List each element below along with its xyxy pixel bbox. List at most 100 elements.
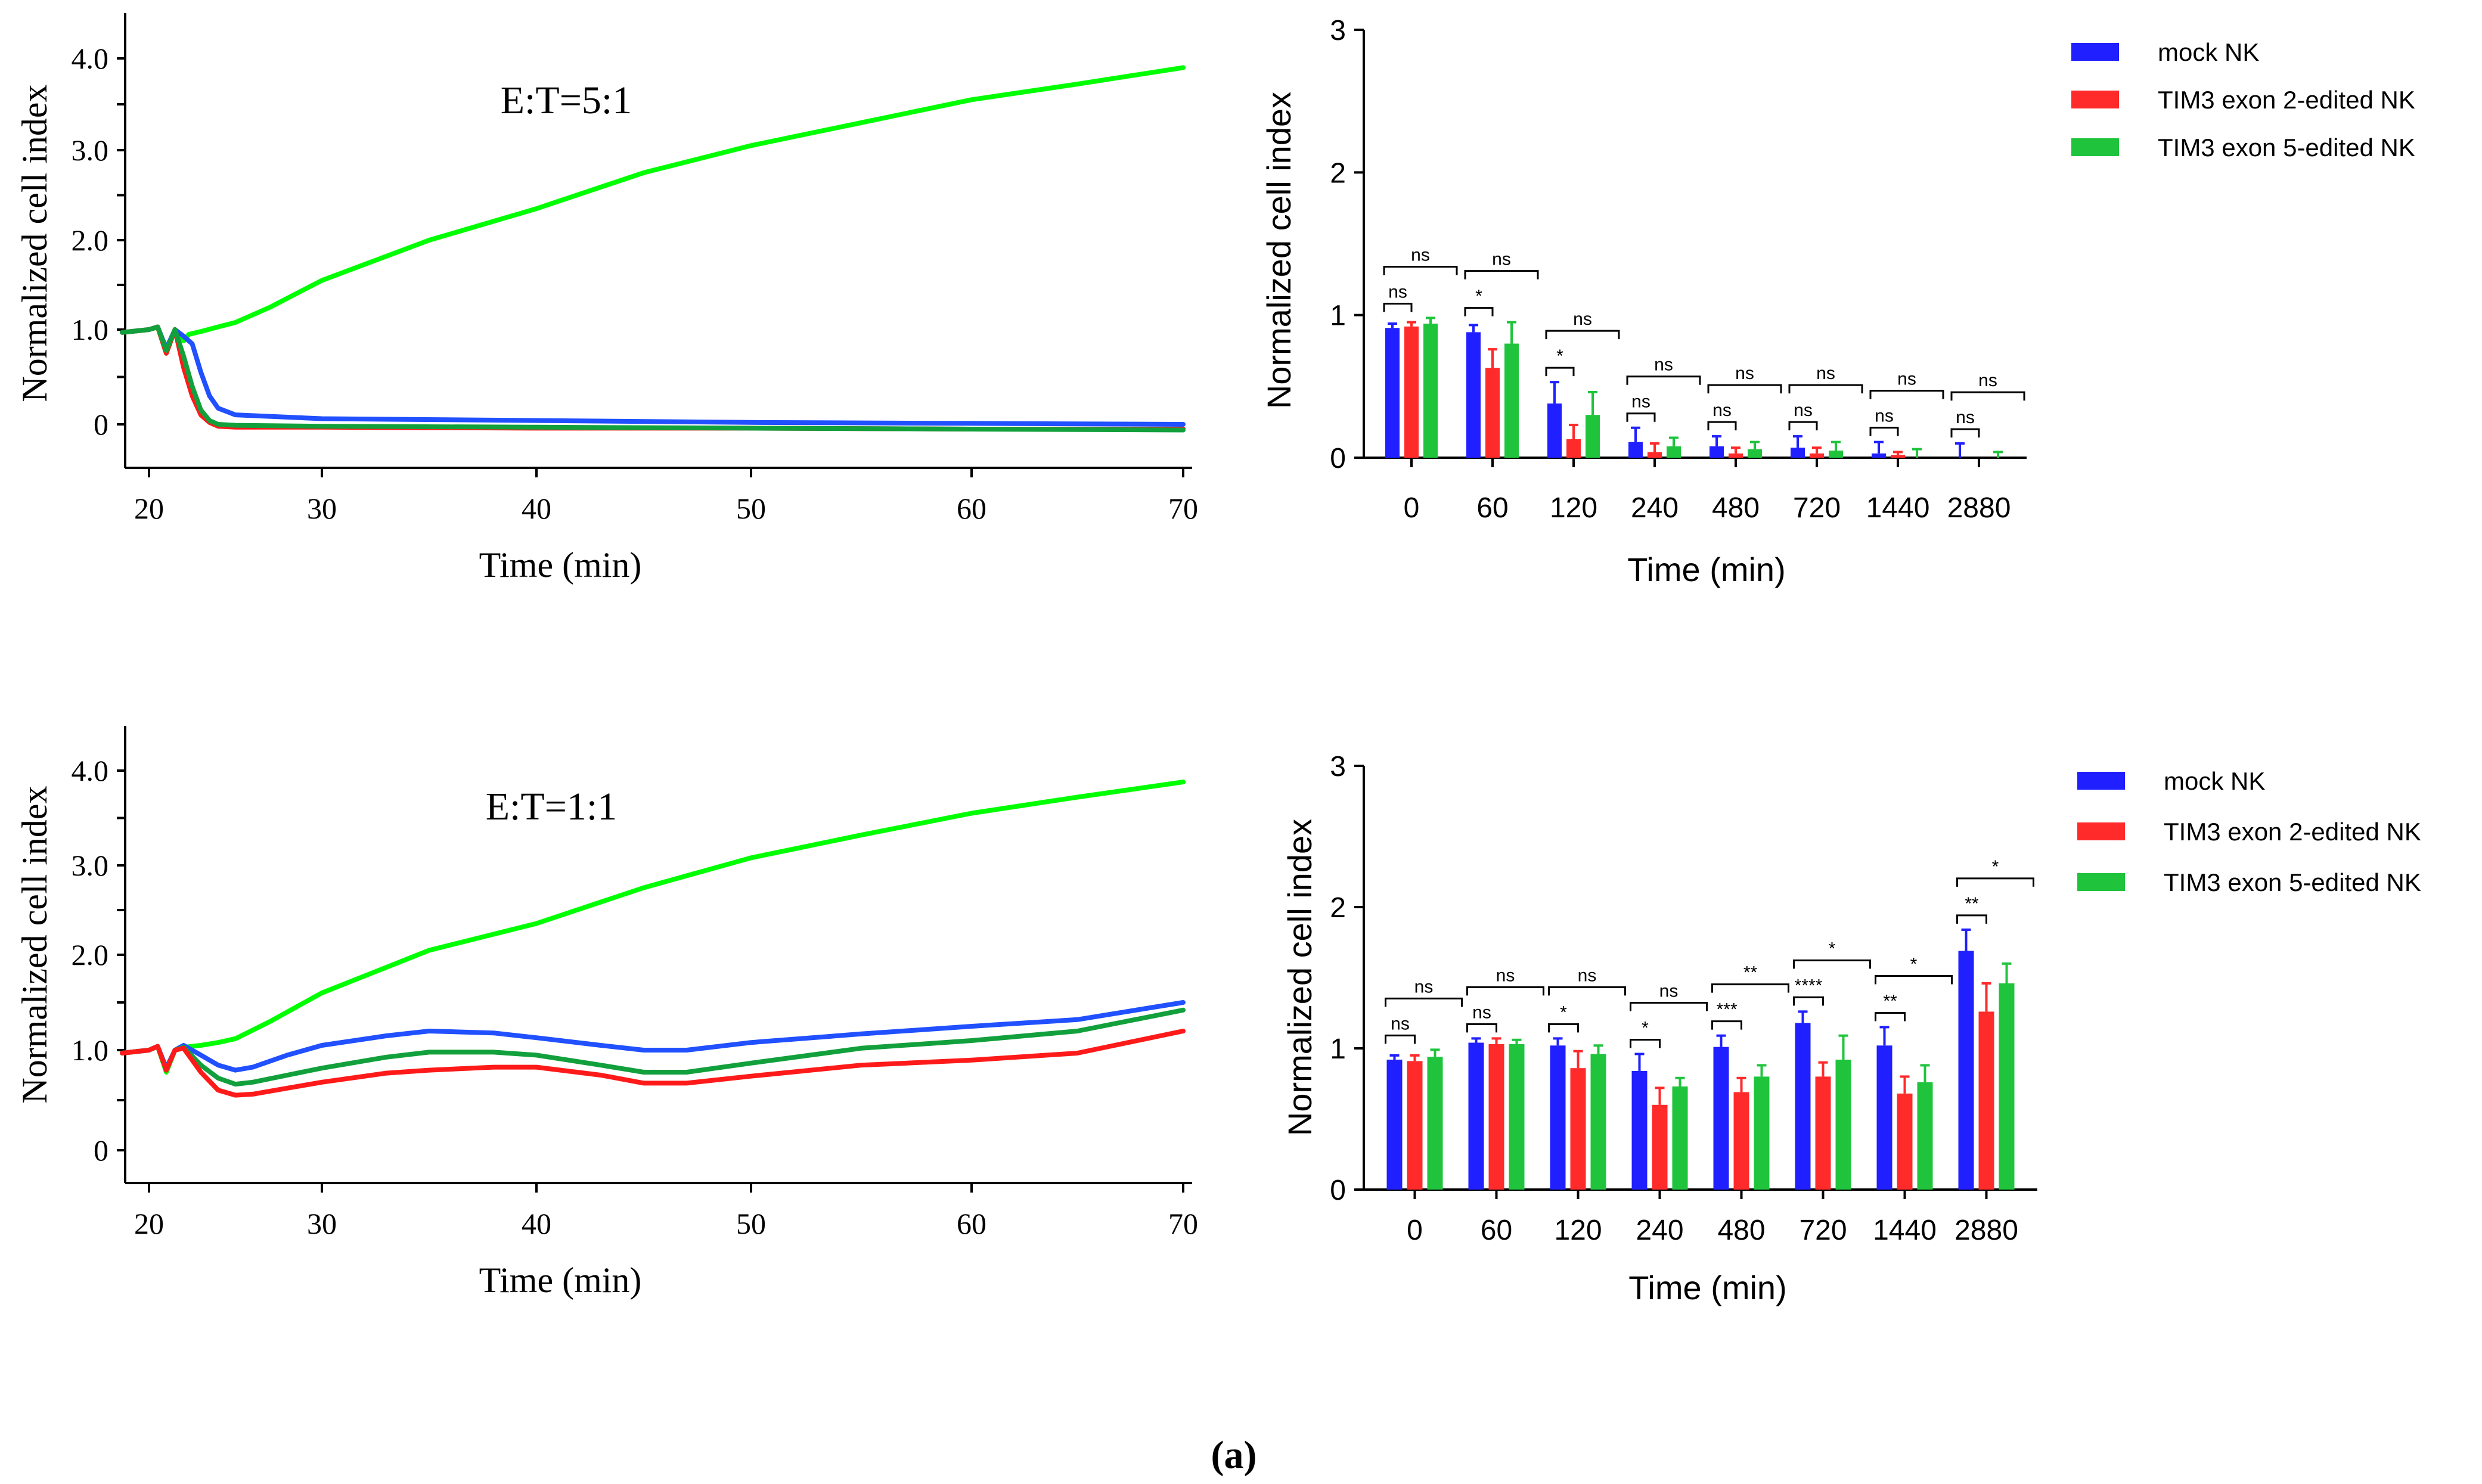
significance-bracket	[1869, 427, 1899, 436]
bar	[1667, 446, 1681, 458]
significance-bracket	[1875, 974, 1953, 985]
bar	[1917, 1082, 1933, 1190]
y-tick-label: 0	[1330, 1175, 1346, 1206]
bar	[1733, 1092, 1749, 1190]
y-tick-label: 2	[1330, 157, 1346, 189]
x-tick-label: 40	[522, 1207, 551, 1240]
significance-bracket	[1711, 1020, 1742, 1030]
x-tick-label: 20	[134, 492, 164, 525]
bar	[1423, 324, 1438, 458]
significance-label: ns	[1391, 1014, 1410, 1033]
significance-bracket	[1548, 986, 1626, 996]
significance-bracket	[1626, 412, 1656, 422]
bar	[1590, 1054, 1606, 1190]
significance-label: *	[1829, 939, 1836, 958]
bar	[1978, 1011, 1994, 1190]
bar	[1672, 1086, 1688, 1190]
significance-label: ns	[1492, 250, 1511, 269]
y-tick-label: 3.0	[72, 849, 109, 882]
x-axis-label: Time (min)	[479, 1261, 642, 1300]
x-axis-label: Time (min)	[479, 545, 642, 585]
bar	[1810, 453, 1824, 458]
bar	[1631, 1070, 1648, 1190]
significance-label: **	[1743, 963, 1758, 983]
significance-bracket	[1466, 986, 1544, 996]
bar	[1386, 1059, 1403, 1190]
bar	[1791, 448, 1805, 458]
x-axis-label: Time (min)	[1627, 551, 1785, 588]
bar	[1385, 328, 1400, 458]
legend-label: TIM3 exon 5-edited NK	[2164, 868, 2421, 896]
bar	[1427, 1057, 1443, 1190]
bar	[1488, 1044, 1504, 1190]
bar	[1748, 449, 1762, 458]
significance-bracket	[1788, 384, 1863, 394]
series-line	[120, 324, 1186, 431]
significance-label: ns	[1496, 965, 1515, 985]
y-tick-label: 1.0	[72, 1033, 109, 1067]
x-tick-label: 1440	[1866, 492, 1930, 524]
significance-label: ns	[1897, 370, 1916, 389]
significance-bracket	[1385, 997, 1463, 1007]
bar	[1876, 1045, 1892, 1190]
bar	[1509, 1044, 1525, 1190]
significance-bracket	[1711, 983, 1789, 993]
significance-bracket	[1385, 1034, 1416, 1044]
y-axis-label: Normalized cell index	[15, 84, 54, 402]
significance-bracket	[1630, 1001, 1708, 1011]
bar	[1897, 1093, 1913, 1190]
significance-label: ns	[1654, 355, 1673, 375]
legend-label: TIM3 exon 2-edited NK	[2164, 818, 2421, 846]
significance-label: *	[1910, 954, 1918, 974]
line-chart-et-1-1: E:T=1:1 Normalized cell index Time (min)…	[15, 726, 1198, 1300]
x-tick-label: 60	[957, 1207, 986, 1240]
y-axis-label: Normalized cell index	[1281, 819, 1318, 1136]
bar	[1648, 452, 1662, 458]
x-tick-label: 480	[1712, 492, 1760, 524]
significance-bracket	[1548, 1023, 1579, 1033]
significance-label: **	[1965, 894, 1979, 914]
x-tick-label: 2880	[1947, 492, 2011, 524]
bar	[1713, 1047, 1729, 1190]
significance-label: ns	[1631, 392, 1650, 412]
legend-swatch	[2077, 772, 2125, 790]
significance-label: ns	[1578, 965, 1597, 985]
y-tick-label: 3	[1330, 15, 1346, 46]
bar	[1829, 451, 1843, 458]
x-tick-label: 1440	[1873, 1215, 1937, 1246]
y-tick-label: 1	[1330, 1033, 1346, 1065]
y-tick-label: 3.0	[72, 134, 109, 167]
significance-label: ns	[1573, 309, 1592, 329]
significance-bracket	[1793, 996, 1824, 1006]
legend-swatch	[2071, 138, 2119, 156]
significance-label: ns	[1712, 401, 1732, 420]
bar	[1466, 332, 1481, 458]
significance-bracket	[1956, 877, 2034, 887]
series-line	[120, 1029, 1186, 1098]
chart-annotation: E:T=1:1	[486, 785, 618, 828]
y-tick-label: 0	[1330, 443, 1346, 474]
x-axis-label: Time (min)	[1628, 1269, 1786, 1306]
significance-label: ns	[1875, 406, 1894, 426]
significance-bracket	[1707, 384, 1782, 394]
bar-chart-et-1-1: Normalized cell index Time (min) 0 1 2 3 0 ns…	[1281, 751, 2421, 1306]
x-tick-label: 720	[1793, 492, 1841, 524]
significance-bracket	[1869, 390, 1944, 399]
bar	[1407, 1061, 1423, 1190]
x-tick-label: 60	[1476, 492, 1508, 524]
x-tick-label: 30	[307, 1207, 337, 1240]
series-line	[120, 324, 1186, 427]
significance-label: ns	[1414, 977, 1434, 996]
y-tick-label: 1	[1330, 300, 1346, 332]
y-tick-label: 1.0	[72, 313, 109, 346]
x-tick-label: 240	[1636, 1215, 1683, 1246]
y-tick-label: 4.0	[72, 754, 109, 787]
bar	[1958, 951, 1974, 1190]
significance-label: ***	[1716, 1000, 1737, 1020]
significance-bracket	[1383, 265, 1458, 275]
figure-caption: (a)	[1211, 1433, 1257, 1477]
bar	[1586, 415, 1600, 458]
significance-label: ns	[1659, 981, 1679, 1001]
significance-bracket	[1466, 1023, 1497, 1033]
